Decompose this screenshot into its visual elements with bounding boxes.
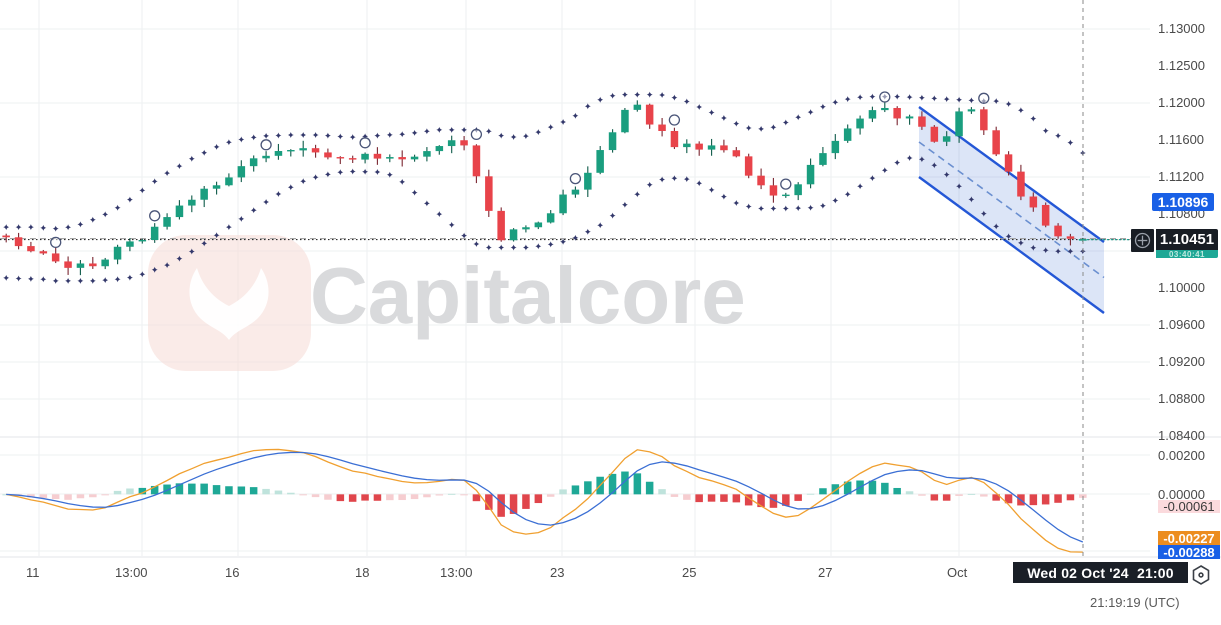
svg-text:Capitalcore: Capitalcore [310, 251, 746, 340]
